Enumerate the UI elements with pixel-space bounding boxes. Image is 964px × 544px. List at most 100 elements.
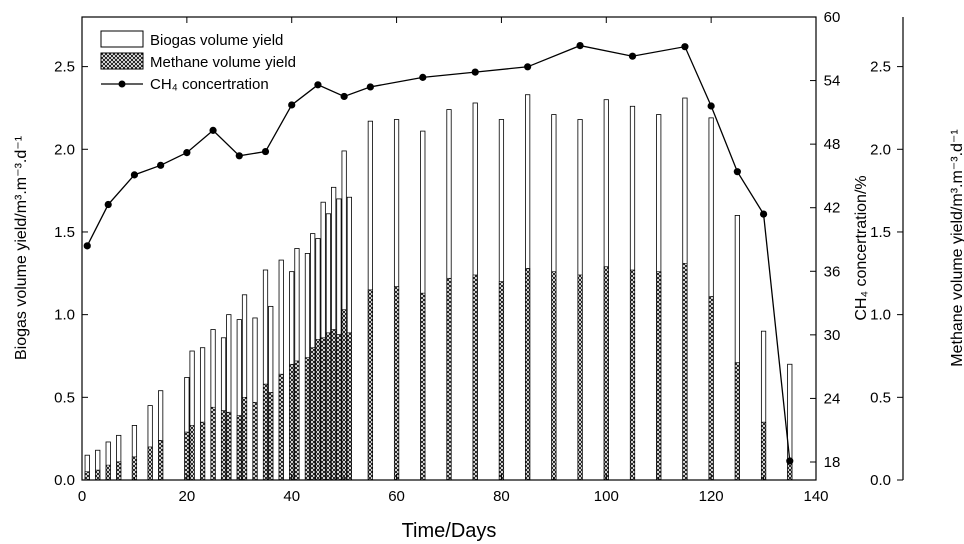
y-tick-label-mid: 36 xyxy=(824,263,841,280)
ch4-point xyxy=(261,147,270,156)
y-tick-label-right: 1.0 xyxy=(870,307,891,324)
methane-bar xyxy=(682,263,688,480)
methane-bar xyxy=(278,373,284,480)
y-tick-label-mid: 48 xyxy=(824,136,841,153)
ch4-point xyxy=(288,101,296,109)
axes-layer: 0 20 40 60 80 100 120 140 0.0 0.5 1.0 1.5 2.0 2.5 18 24… xyxy=(54,9,904,505)
y-axis-title-left: Biogas volume yield/m³.m⁻³.d⁻¹ xyxy=(13,136,30,360)
biogas-bar xyxy=(116,434,122,480)
x-tick-label: 140 xyxy=(803,488,828,505)
methane-bar xyxy=(341,309,347,480)
methane-bar xyxy=(84,471,90,480)
x-tick-label: 0 xyxy=(78,488,86,505)
y-tick-label-right: 1.5 xyxy=(870,224,891,241)
methane-bar xyxy=(551,271,557,480)
methane-bar xyxy=(325,332,331,480)
biogas-bar xyxy=(236,319,242,480)
ch4-point xyxy=(209,126,217,134)
y-tick-label-left: 1.0 xyxy=(54,307,75,324)
methane-bar xyxy=(603,266,609,480)
methane-bar xyxy=(105,464,111,480)
methane-bar xyxy=(708,296,714,480)
bar-layer xyxy=(84,94,793,480)
biogas-bar xyxy=(252,317,258,480)
ch4-point xyxy=(183,149,191,157)
methane-bar xyxy=(420,292,426,480)
methane-bar xyxy=(336,334,342,480)
y-tick-label-right: 2.0 xyxy=(870,141,891,158)
y-axis-title-mid: CH₄ concertration/% xyxy=(853,175,870,320)
methane-bar xyxy=(498,281,504,480)
methane-bar xyxy=(95,469,101,480)
methane-bar xyxy=(629,269,635,480)
x-tick-label: 20 xyxy=(179,488,196,505)
methane-bar xyxy=(304,357,310,480)
methane-bar xyxy=(242,397,248,480)
ch4-point xyxy=(681,43,689,51)
methane-bar xyxy=(236,415,242,480)
y-tick-label-left: 1.5 xyxy=(54,224,75,241)
y-tick-label-left: 0.5 xyxy=(54,389,75,406)
methane-bar xyxy=(268,392,274,480)
y-tick-label-right: 2.5 xyxy=(870,59,891,76)
biogas-bar xyxy=(262,269,269,480)
methane-bar xyxy=(210,406,216,480)
y-tick-label-mid: 30 xyxy=(824,327,841,344)
legend-label-methane: Methane volume yield xyxy=(150,54,296,71)
methane-bar xyxy=(116,461,122,480)
y-tick-label-right: 0.5 xyxy=(870,389,891,406)
y-tick-label-left: 2.0 xyxy=(54,141,75,158)
methane-bar xyxy=(761,421,767,480)
methane-bar xyxy=(331,329,337,480)
biogas-bar xyxy=(210,329,216,480)
methane-bar xyxy=(252,401,258,480)
y-tick-label-mid: 54 xyxy=(824,73,841,90)
y-tick-label-mid: 60 xyxy=(824,9,841,26)
methane-bar xyxy=(158,440,164,480)
ch4-point xyxy=(314,81,322,89)
biogas-bar xyxy=(278,259,284,480)
legend-label-ch4: CH₄ concertration xyxy=(150,76,269,93)
methane-bar xyxy=(289,363,295,480)
methane-bar xyxy=(320,337,326,480)
methane-bar xyxy=(734,362,740,480)
ch4-point xyxy=(130,171,139,179)
biogas-bar xyxy=(199,347,206,480)
ch4-point xyxy=(786,457,794,465)
ch4-point xyxy=(576,42,584,50)
biogas-bar xyxy=(95,449,101,480)
biogas-bar xyxy=(734,215,740,480)
y-tick-label-left: 2.5 xyxy=(54,59,75,76)
ch4-point xyxy=(340,92,348,101)
y-tick-label-mid: 24 xyxy=(824,390,841,407)
ch4-line xyxy=(86,44,791,461)
x-axis-title: Time/Days xyxy=(402,520,497,542)
y-tick-label-mid: 18 xyxy=(824,454,841,471)
methane-bar xyxy=(262,383,268,480)
ch4-point xyxy=(419,73,427,81)
ch4-point xyxy=(628,52,637,60)
legend-swatch-biogas xyxy=(100,30,144,48)
y-tick-label-right: 0.0 xyxy=(870,472,891,489)
methane-bar xyxy=(346,332,352,480)
ch4-point xyxy=(759,210,768,218)
methane-bar xyxy=(525,268,531,480)
x-tick-label: 60 xyxy=(388,488,405,505)
biogas-bar xyxy=(84,454,90,480)
methane-bar xyxy=(189,425,195,480)
methane-bar xyxy=(294,360,300,480)
legend: Biogas volume yield Methane volume yield… xyxy=(100,30,296,93)
ch4-point xyxy=(366,83,374,91)
biogas-bar xyxy=(787,363,793,480)
methane-bar xyxy=(577,274,583,480)
methane-bar xyxy=(315,339,321,480)
methane-bar xyxy=(367,289,373,480)
methane-bar xyxy=(221,410,227,480)
methane-bar xyxy=(472,274,478,480)
methane-bar xyxy=(200,421,206,480)
biogas-bar xyxy=(189,350,195,480)
y-tick-label-left: 0.0 xyxy=(54,472,75,489)
methane-bar xyxy=(131,456,137,480)
